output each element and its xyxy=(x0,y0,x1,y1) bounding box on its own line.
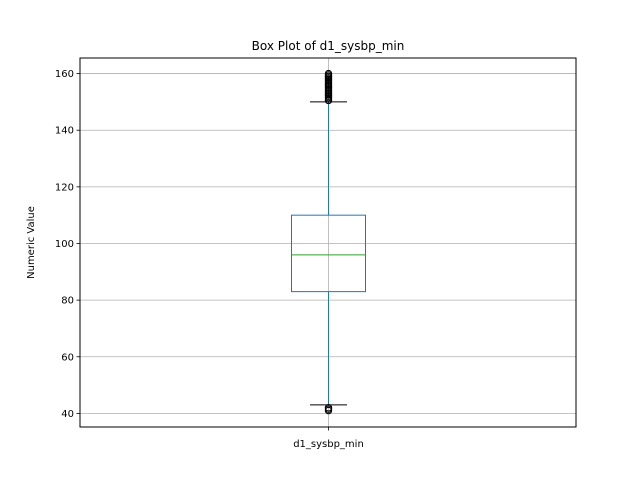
y-tick-label: 60 xyxy=(61,352,74,363)
box-plot xyxy=(291,101,366,406)
y-tick-label: 40 xyxy=(61,409,74,420)
y-axis-label: Numeric Value xyxy=(26,206,37,279)
x-axis-ticks: d1_sysbp_min xyxy=(293,427,364,450)
y-tick-label: 100 xyxy=(55,239,74,250)
y-axis-ticks: 40 60 80 100 120 140 160 xyxy=(55,69,80,420)
y-tick-label: 160 xyxy=(55,69,74,80)
outlier-markers xyxy=(324,69,333,415)
x-tick-label: d1_sysbp_min xyxy=(293,439,364,450)
box-iqr xyxy=(291,214,366,293)
chart-title: Box Plot of d1_sysbp_min xyxy=(252,39,405,53)
y-tick-label: 80 xyxy=(61,296,74,307)
outlier-point xyxy=(324,404,333,412)
y-tick-label: 140 xyxy=(55,126,74,137)
y-tick-label: 120 xyxy=(55,182,74,193)
plot-area-frame xyxy=(79,57,577,428)
outlier-point xyxy=(324,69,333,78)
